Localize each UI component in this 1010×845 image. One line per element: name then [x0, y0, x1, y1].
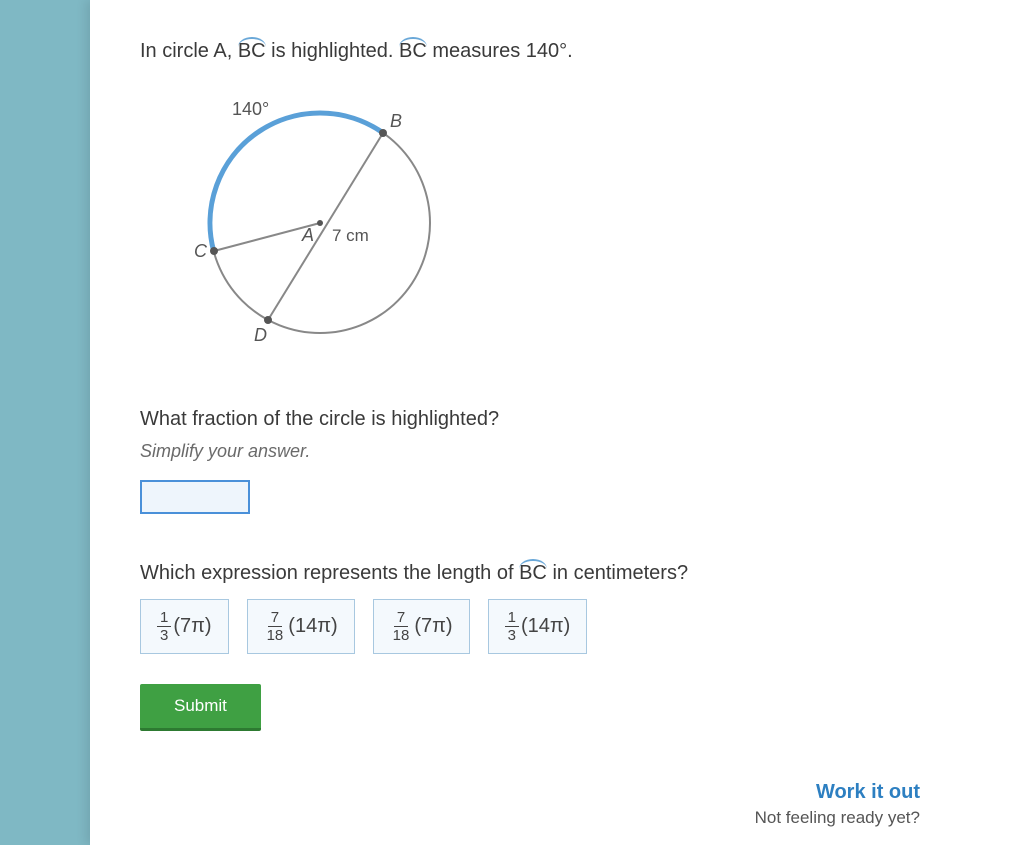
work-it-out-link[interactable]: Work it out — [140, 781, 920, 804]
question-1: What fraction of the circle is highlight… — [140, 408, 980, 431]
diagram-svg: 140° B C D A 7 cm — [190, 93, 490, 373]
option-1[interactable]: 1 3 (7π) — [140, 599, 229, 654]
problem-prompt: In circle A, BC is highlighted. BC measu… — [140, 40, 980, 63]
option-4-fraction: 1 3 — [505, 610, 519, 643]
arc-bc-2: BC — [399, 40, 427, 63]
q2-prefix: Which expression represents the length o… — [140, 562, 519, 584]
radius-length-label: 7 cm — [332, 226, 369, 245]
option-1-paren: (7π) — [173, 615, 211, 638]
point-D-dot — [264, 316, 272, 324]
option-3-fraction: 7 18 — [390, 610, 413, 643]
label-A: A — [301, 225, 314, 245]
option-3-paren: (7π) — [414, 615, 452, 638]
prompt-prefix: In circle A, — [140, 40, 238, 62]
option-1-fraction: 1 3 — [157, 610, 171, 643]
label-C: C — [194, 241, 208, 261]
not-feeling-ready: Not feeling ready yet? — [140, 808, 920, 828]
option-2-fraction: 7 18 — [264, 610, 287, 643]
label-B: B — [390, 111, 402, 131]
option-4-paren: (14π) — [521, 615, 570, 638]
point-A-dot — [317, 220, 323, 226]
prompt-suffix: measures 140°. — [427, 40, 573, 62]
label-D: D — [254, 325, 267, 345]
worksheet-page: In circle A, BC is highlighted. BC measu… — [90, 0, 1010, 845]
point-C-dot — [210, 247, 218, 255]
circle-diagram: 140° B C D A 7 cm — [190, 93, 980, 378]
option-3[interactable]: 7 18 (7π) — [373, 599, 470, 654]
q2-arc: BC — [519, 562, 547, 585]
option-2[interactable]: 7 18 (14π) — [247, 599, 355, 654]
question-1-hint: Simplify your answer. — [140, 441, 980, 462]
option-2-paren: (14π) — [288, 615, 337, 638]
arc-bc-1: BC — [238, 40, 266, 63]
fraction-answer-input[interactable] — [140, 480, 250, 514]
answer-options: 1 3 (7π) 7 18 (14π) 7 18 (7π) 1 3 (14π) — [140, 599, 980, 654]
point-B-dot — [379, 129, 387, 137]
prompt-mid: is highlighted. — [266, 40, 399, 62]
option-4[interactable]: 1 3 (14π) — [488, 599, 588, 654]
footer: Work it out Not feeling ready yet? — [140, 781, 980, 828]
submit-button[interactable]: Submit — [140, 684, 261, 731]
arc-degree-label: 140° — [232, 99, 269, 119]
question-2: Which expression represents the length o… — [140, 562, 980, 585]
q2-suffix: in centimeters? — [547, 562, 688, 584]
